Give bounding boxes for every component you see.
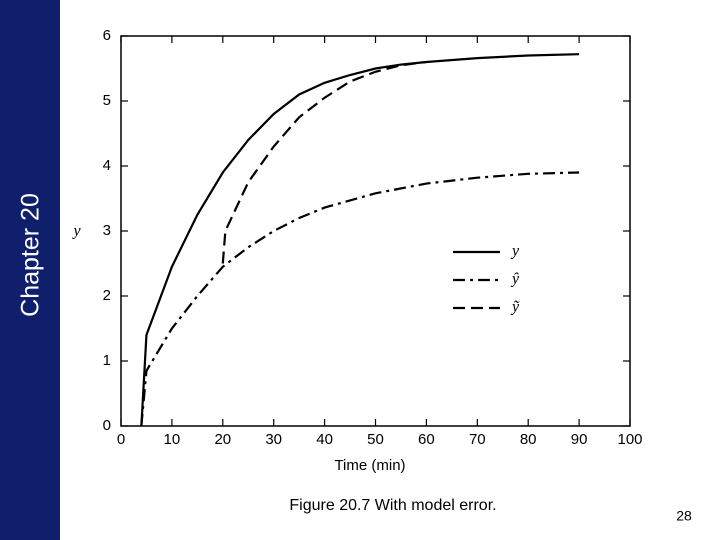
side-label: Chapter 20 xyxy=(17,193,45,317)
x-tick-label: 60 xyxy=(418,431,435,448)
x-tick-label: 10 xyxy=(164,431,181,448)
side-bar xyxy=(0,0,60,540)
x-tick-label: 50 xyxy=(367,431,384,448)
y-tick-label: 2 xyxy=(103,287,111,304)
legend-label: ŷ xyxy=(510,271,520,288)
caption: Figure 20.7 With model error. xyxy=(289,497,496,514)
x-axis-label: Time (min) xyxy=(334,457,405,474)
data-line xyxy=(140,171,580,427)
x-tick-label: 80 xyxy=(520,431,537,448)
x-tick-label: 90 xyxy=(571,431,588,448)
y-tick-label: 1 xyxy=(103,352,111,369)
y-axis-label: y xyxy=(71,223,81,240)
x-tick-label: 100 xyxy=(617,431,642,448)
x-tick-label: 30 xyxy=(265,431,282,448)
y-tick-label: 5 xyxy=(103,92,111,109)
x-tick-label: 20 xyxy=(214,431,231,448)
x-tick-label: 70 xyxy=(469,431,486,448)
x-tick-label: 0 xyxy=(117,431,125,448)
y-tick-label: 3 xyxy=(103,222,111,239)
data-line xyxy=(221,60,427,264)
x-tick-label: 40 xyxy=(316,431,333,448)
plot-frame xyxy=(120,35,631,427)
legend-label: ỹ xyxy=(510,299,520,316)
y-tick-label: 4 xyxy=(103,157,111,174)
page-number: 28 xyxy=(676,508,692,524)
y-tick-label: 6 xyxy=(103,27,111,44)
y-tick-label: 0 xyxy=(103,417,111,434)
legend-label: y xyxy=(510,243,520,260)
data-line xyxy=(140,53,580,427)
